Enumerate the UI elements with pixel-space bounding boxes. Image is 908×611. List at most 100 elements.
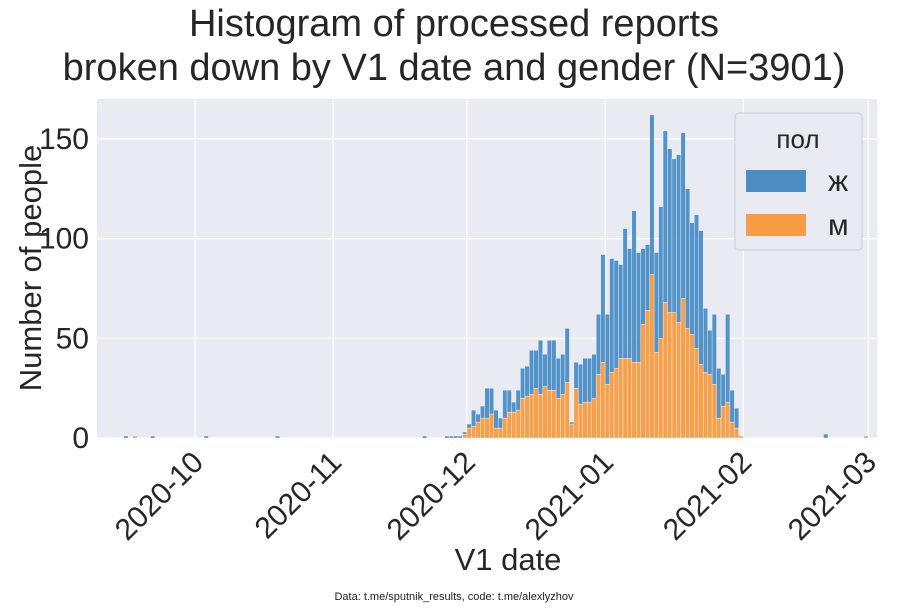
histogram-bar-zh — [511, 401, 517, 413]
histogram-bar-m — [653, 352, 659, 439]
histogram-bar-zh — [453, 435, 459, 439]
y-tick-label: 100 — [39, 223, 89, 256]
x-tick-label: 2020-11 — [249, 446, 349, 546]
histogram-bar-m — [725, 401, 731, 439]
histogram-bar-m — [734, 427, 740, 439]
histogram-bar-zh — [203, 435, 209, 439]
histogram-bar-m — [475, 421, 481, 439]
histogram-bar-m — [493, 427, 499, 439]
histogram-bar-zh — [533, 350, 539, 389]
histogram-bar-m — [546, 389, 552, 439]
histogram-bar-m — [132, 435, 138, 439]
histogram-bar-m — [645, 310, 650, 439]
histogram-bar-zh — [520, 368, 526, 399]
histogram-bar-zh — [587, 358, 592, 403]
histogram-bar-zh — [604, 314, 610, 385]
histogram-bar-zh — [622, 228, 628, 359]
histogram-bar-zh — [506, 389, 512, 413]
histogram-bar-zh — [609, 258, 615, 373]
histogram-bar-zh — [734, 407, 740, 429]
histogram-bar-zh — [702, 308, 708, 373]
histogram-bar-zh — [493, 409, 499, 429]
histogram-bar-m — [667, 312, 673, 439]
histogram-bar-m — [569, 423, 575, 439]
histogram-bar-m — [596, 374, 601, 439]
legend-label: м — [828, 209, 849, 242]
chart-subtitle: broken down by V1 date and gender (N=390… — [62, 47, 846, 89]
histogram-bar-zh — [546, 340, 552, 391]
histogram-bar-m — [497, 427, 503, 439]
histogram-bar-m — [582, 401, 588, 439]
histogram-bar-zh — [680, 132, 686, 299]
histogram-bar-m — [471, 425, 477, 439]
histogram-bar-m — [649, 274, 655, 439]
histogram-bar-m — [711, 383, 717, 439]
histogram-bar-zh — [123, 435, 129, 439]
histogram-bar-zh — [150, 435, 156, 439]
histogram-bar-zh — [573, 362, 579, 389]
histogram-bar-m — [863, 435, 869, 439]
histogram-bar-m — [578, 403, 584, 439]
histogram-bar-zh — [613, 260, 619, 369]
histogram-bar-m — [484, 417, 490, 439]
histogram-bar-zh — [564, 328, 570, 383]
histogram-bar-zh — [524, 366, 530, 397]
histogram-bar-zh — [515, 389, 521, 411]
histogram-bar-m — [520, 397, 526, 439]
legend: пол жм — [734, 112, 863, 251]
legend-label: ж — [828, 165, 848, 198]
histogram-bar-zh — [711, 314, 717, 385]
histogram-bar-m — [462, 433, 468, 439]
histogram-bar-m — [524, 395, 530, 439]
histogram-bar-m — [729, 421, 735, 439]
histogram-bar-zh — [555, 358, 561, 399]
histogram-bar-zh — [591, 354, 597, 399]
histogram-bar-zh — [529, 350, 534, 395]
histogram-bar-zh — [636, 252, 641, 363]
histogram-bar-zh — [649, 114, 655, 275]
histogram-bar-zh — [444, 435, 450, 439]
histogram-bar-zh — [497, 417, 503, 429]
histogram-bar-m — [564, 381, 570, 439]
histogram-bar-m — [694, 348, 699, 439]
histogram-bar-zh — [489, 387, 494, 415]
histogram-bar-m — [680, 298, 686, 439]
histogram-bar-zh — [471, 409, 477, 427]
histogram-bar-zh — [707, 330, 713, 375]
histogram-bar-m — [702, 372, 708, 439]
histogram-bar-zh — [466, 423, 472, 429]
histogram-bar-m — [515, 409, 521, 439]
legend-swatch-zh — [746, 170, 806, 192]
histogram-bar-zh — [578, 364, 584, 405]
x-tick-label: 2021-03 — [782, 446, 883, 547]
x-tick-label: 2020-10 — [109, 446, 210, 547]
histogram-bar-zh — [671, 158, 677, 313]
histogram-bar-m — [591, 397, 597, 439]
x-axis-label: V1 date — [455, 542, 562, 577]
histogram-bar-zh — [662, 130, 668, 303]
histogram-bar-zh — [275, 435, 280, 439]
y-tick-label: 50 — [56, 322, 89, 355]
histogram-bar-m — [587, 401, 592, 439]
histogram-bar-zh — [484, 387, 490, 419]
histogram-bar-m — [560, 393, 566, 439]
histogram-bar-m — [738, 435, 744, 439]
histogram-bar-zh — [422, 435, 428, 439]
footnote: Data: t.me/sputnik_results, code: t.me/a… — [334, 591, 574, 603]
histogram-bar-m — [613, 368, 619, 439]
histogram-bar-m — [716, 417, 722, 439]
histogram-bar-m — [662, 302, 668, 439]
histogram-bar-zh — [462, 431, 468, 435]
histogram-bar-zh — [685, 188, 690, 329]
y-tick-label: 0 — [72, 422, 89, 455]
histogram-bar-m — [538, 393, 543, 439]
y-axis-label: Number of people — [13, 145, 48, 391]
chart-title: Histogram of processed reports — [188, 3, 720, 45]
histogram-bar-zh — [475, 413, 481, 423]
histogram-bar-zh — [542, 354, 548, 387]
histogram-bar-m — [600, 362, 606, 439]
histogram-bar-zh — [600, 254, 606, 363]
histogram-bar-m — [685, 328, 690, 439]
histogram-bar-m — [720, 405, 726, 439]
histogram-bar-m — [489, 413, 494, 439]
